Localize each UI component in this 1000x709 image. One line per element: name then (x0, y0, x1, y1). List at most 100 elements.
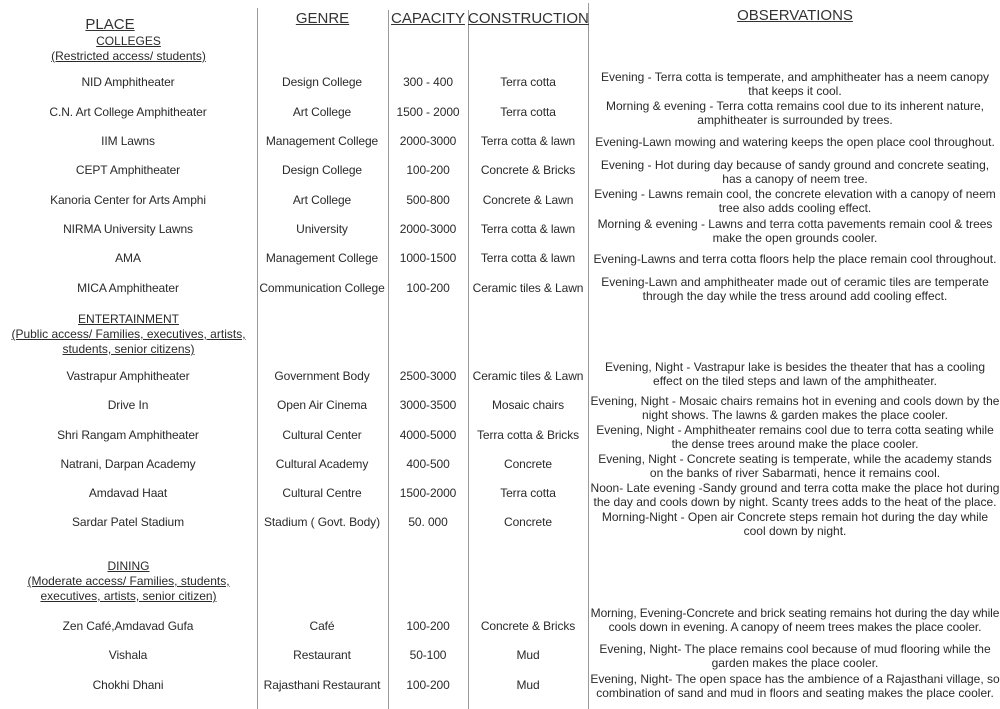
cell-capacity: 2500-3000 (399, 369, 457, 383)
cell-genre: Rajasthani Restaurant (263, 678, 381, 692)
cell-observations: Evening, Night - Vastrapur lake is besid… (605, 360, 985, 388)
cell-genre: Communication College (259, 281, 385, 295)
cell-capacity: 100-200 (406, 678, 450, 692)
cell-observations: Morning, Evening-Concrete and brick seat… (590, 606, 1000, 634)
cell-genre: Management College (265, 251, 379, 265)
cell-construction: Mud (516, 648, 540, 662)
cell-genre: Restaurant (293, 648, 351, 662)
cell-observations: Evening - Terra cotta is temperate, and … (600, 70, 989, 98)
cell-observations: Evening - Hot during day because of sand… (600, 158, 990, 186)
cell-observations: Evening, Night - Mosaic chairs remains h… (590, 394, 1000, 422)
cell-place: Vastrapur Amphitheater (66, 369, 190, 383)
cell-observations: Evening-Lawn and amphitheater made out o… (601, 275, 989, 303)
section-title: DINING (107, 559, 150, 573)
column-divider (257, 8, 258, 709)
header-capacity: CAPACITY (391, 10, 465, 27)
cell-place: NIRMA University Lawns (63, 222, 193, 236)
cell-genre: Open Air Cinema (277, 398, 367, 412)
cell-capacity: 400-500 (406, 457, 450, 471)
cell-construction: Concrete & Lawn (482, 193, 574, 207)
cell-construction: Mud (516, 678, 540, 692)
cell-place: Vishala (108, 648, 148, 662)
cell-observations: Evening-Lawns and terra cotta floors hel… (593, 252, 997, 266)
cell-genre: Cultural Center (282, 428, 362, 442)
cell-genre: Cultural Academy (275, 457, 369, 471)
cell-capacity: 500-800 (406, 193, 450, 207)
cell-genre: Café (309, 619, 335, 633)
header-place: PLACE (85, 16, 135, 33)
cell-observations: Evening-Lawn mowing and watering keeps t… (595, 135, 995, 149)
cell-capacity: 100-200 (406, 619, 450, 633)
cell-observations: Evening, Night- The place remains cool b… (599, 642, 991, 670)
cell-construction: Ceramic tiles & Lawn (472, 281, 584, 295)
section-subtitle: (Moderate access/ Families, students, ex… (27, 574, 230, 603)
section-heading: ENTERTAINMENT (Public access/ Families, e… (0, 312, 257, 357)
cell-place: Zen Café,Amdavad Gufa (62, 619, 194, 633)
cell-place: CEPT Amphitheater (75, 163, 181, 177)
cell-observations: Evening, Night - Concrete seating is tem… (598, 452, 992, 480)
cell-genre: Art College (292, 193, 352, 207)
cell-genre: Design College (282, 75, 362, 89)
cell-observations: Evening, Night- The open space has the a… (590, 672, 1000, 700)
section-heading: DINING (Moderate access/ Families, studen… (0, 559, 257, 604)
cell-capacity: 1000-1500 (399, 251, 457, 265)
header-construction: CONSTRUCTION (468, 10, 589, 27)
cell-construction: Terra cotta & Bricks (476, 428, 580, 442)
cell-place: AMA (115, 251, 141, 265)
cell-capacity: 100-200 (406, 281, 450, 295)
cell-observations: Morning & evening - Lawns and terra cott… (597, 217, 993, 245)
section-title: COLLEGES (96, 34, 161, 48)
cell-construction: Ceramic tiles & Lawn (472, 369, 584, 383)
cell-construction: Terra cotta & lawn (480, 134, 576, 148)
cell-genre: University (296, 222, 348, 236)
cell-construction: Concrete (504, 515, 552, 529)
section-title: ENTERTAINMENT (78, 312, 179, 326)
header-genre: GENRE (295, 10, 350, 27)
cell-construction: Terra cotta & lawn (480, 222, 576, 236)
cell-construction: Terra cotta & lawn (480, 251, 576, 265)
cell-place: Chokhi Dhani (92, 678, 164, 692)
cell-place: Sardar Patel Stadium (71, 515, 185, 529)
column-divider (388, 10, 389, 709)
cell-genre: Art College (292, 105, 352, 119)
cell-capacity: 300 - 400 (403, 75, 453, 89)
cell-genre: Management College (265, 134, 379, 148)
cell-place: NID Amphitheater (81, 75, 175, 89)
cell-genre: Government Body (274, 369, 370, 383)
cell-capacity: 1500-2000 (399, 486, 457, 500)
cell-genre: Stadium ( Govt. Body) (264, 515, 380, 529)
section-subtitle: (Public access/ Families, executives, ar… (11, 327, 246, 356)
cell-genre: Design College (282, 163, 362, 177)
cell-observations: Morning-Night - Open air Concrete steps … (601, 510, 989, 538)
cell-capacity: 100-200 (406, 163, 450, 177)
cell-construction: Terra cotta (500, 105, 556, 119)
section-heading: COLLEGES (Restricted access/ students) (0, 34, 257, 64)
cell-observations: Noon- Late evening -Sandy ground and ter… (590, 481, 1000, 509)
cell-place: IIM Lawns (101, 134, 155, 148)
cell-capacity: 50-100 (409, 648, 447, 662)
cell-genre: Cultural Centre (282, 486, 362, 500)
cell-place: Amdavad Haat (88, 486, 168, 500)
cell-place: Shri Rangam Amphitheater (57, 428, 199, 442)
cell-place: Kanoria Center for Arts Amphi (50, 193, 206, 207)
cell-capacity: 4000-5000 (399, 428, 457, 442)
cell-capacity: 1500 - 2000 (396, 105, 460, 119)
column-divider (468, 10, 469, 709)
cell-capacity: 50. 000 (408, 515, 448, 529)
cell-construction: Terra cotta (500, 75, 556, 89)
cell-place: C.N. Art College Amphitheater (49, 105, 207, 119)
cell-construction: Concrete & Bricks (480, 163, 576, 177)
cell-capacity: 2000-3000 (399, 222, 457, 236)
cell-construction: Concrete & Bricks (480, 619, 576, 633)
cell-place: MICA Amphitheater (77, 281, 179, 295)
header-observations: OBSERVATIONS (737, 7, 853, 24)
cell-construction: Terra cotta (500, 486, 556, 500)
cell-capacity: 2000-3000 (399, 134, 457, 148)
cell-observations: Evening - Lawns remain cool, the concret… (594, 187, 996, 215)
cell-observations: Evening, Night - Amphitheater remains co… (596, 423, 994, 451)
column-divider (588, 3, 589, 709)
cell-place: Natrani, Darpan Academy (60, 457, 196, 471)
cell-construction: Mosaic chairs (491, 398, 565, 412)
cell-place: Drive In (107, 398, 149, 412)
cell-observations: Morning & evening - Terra cotta remains … (606, 99, 984, 127)
